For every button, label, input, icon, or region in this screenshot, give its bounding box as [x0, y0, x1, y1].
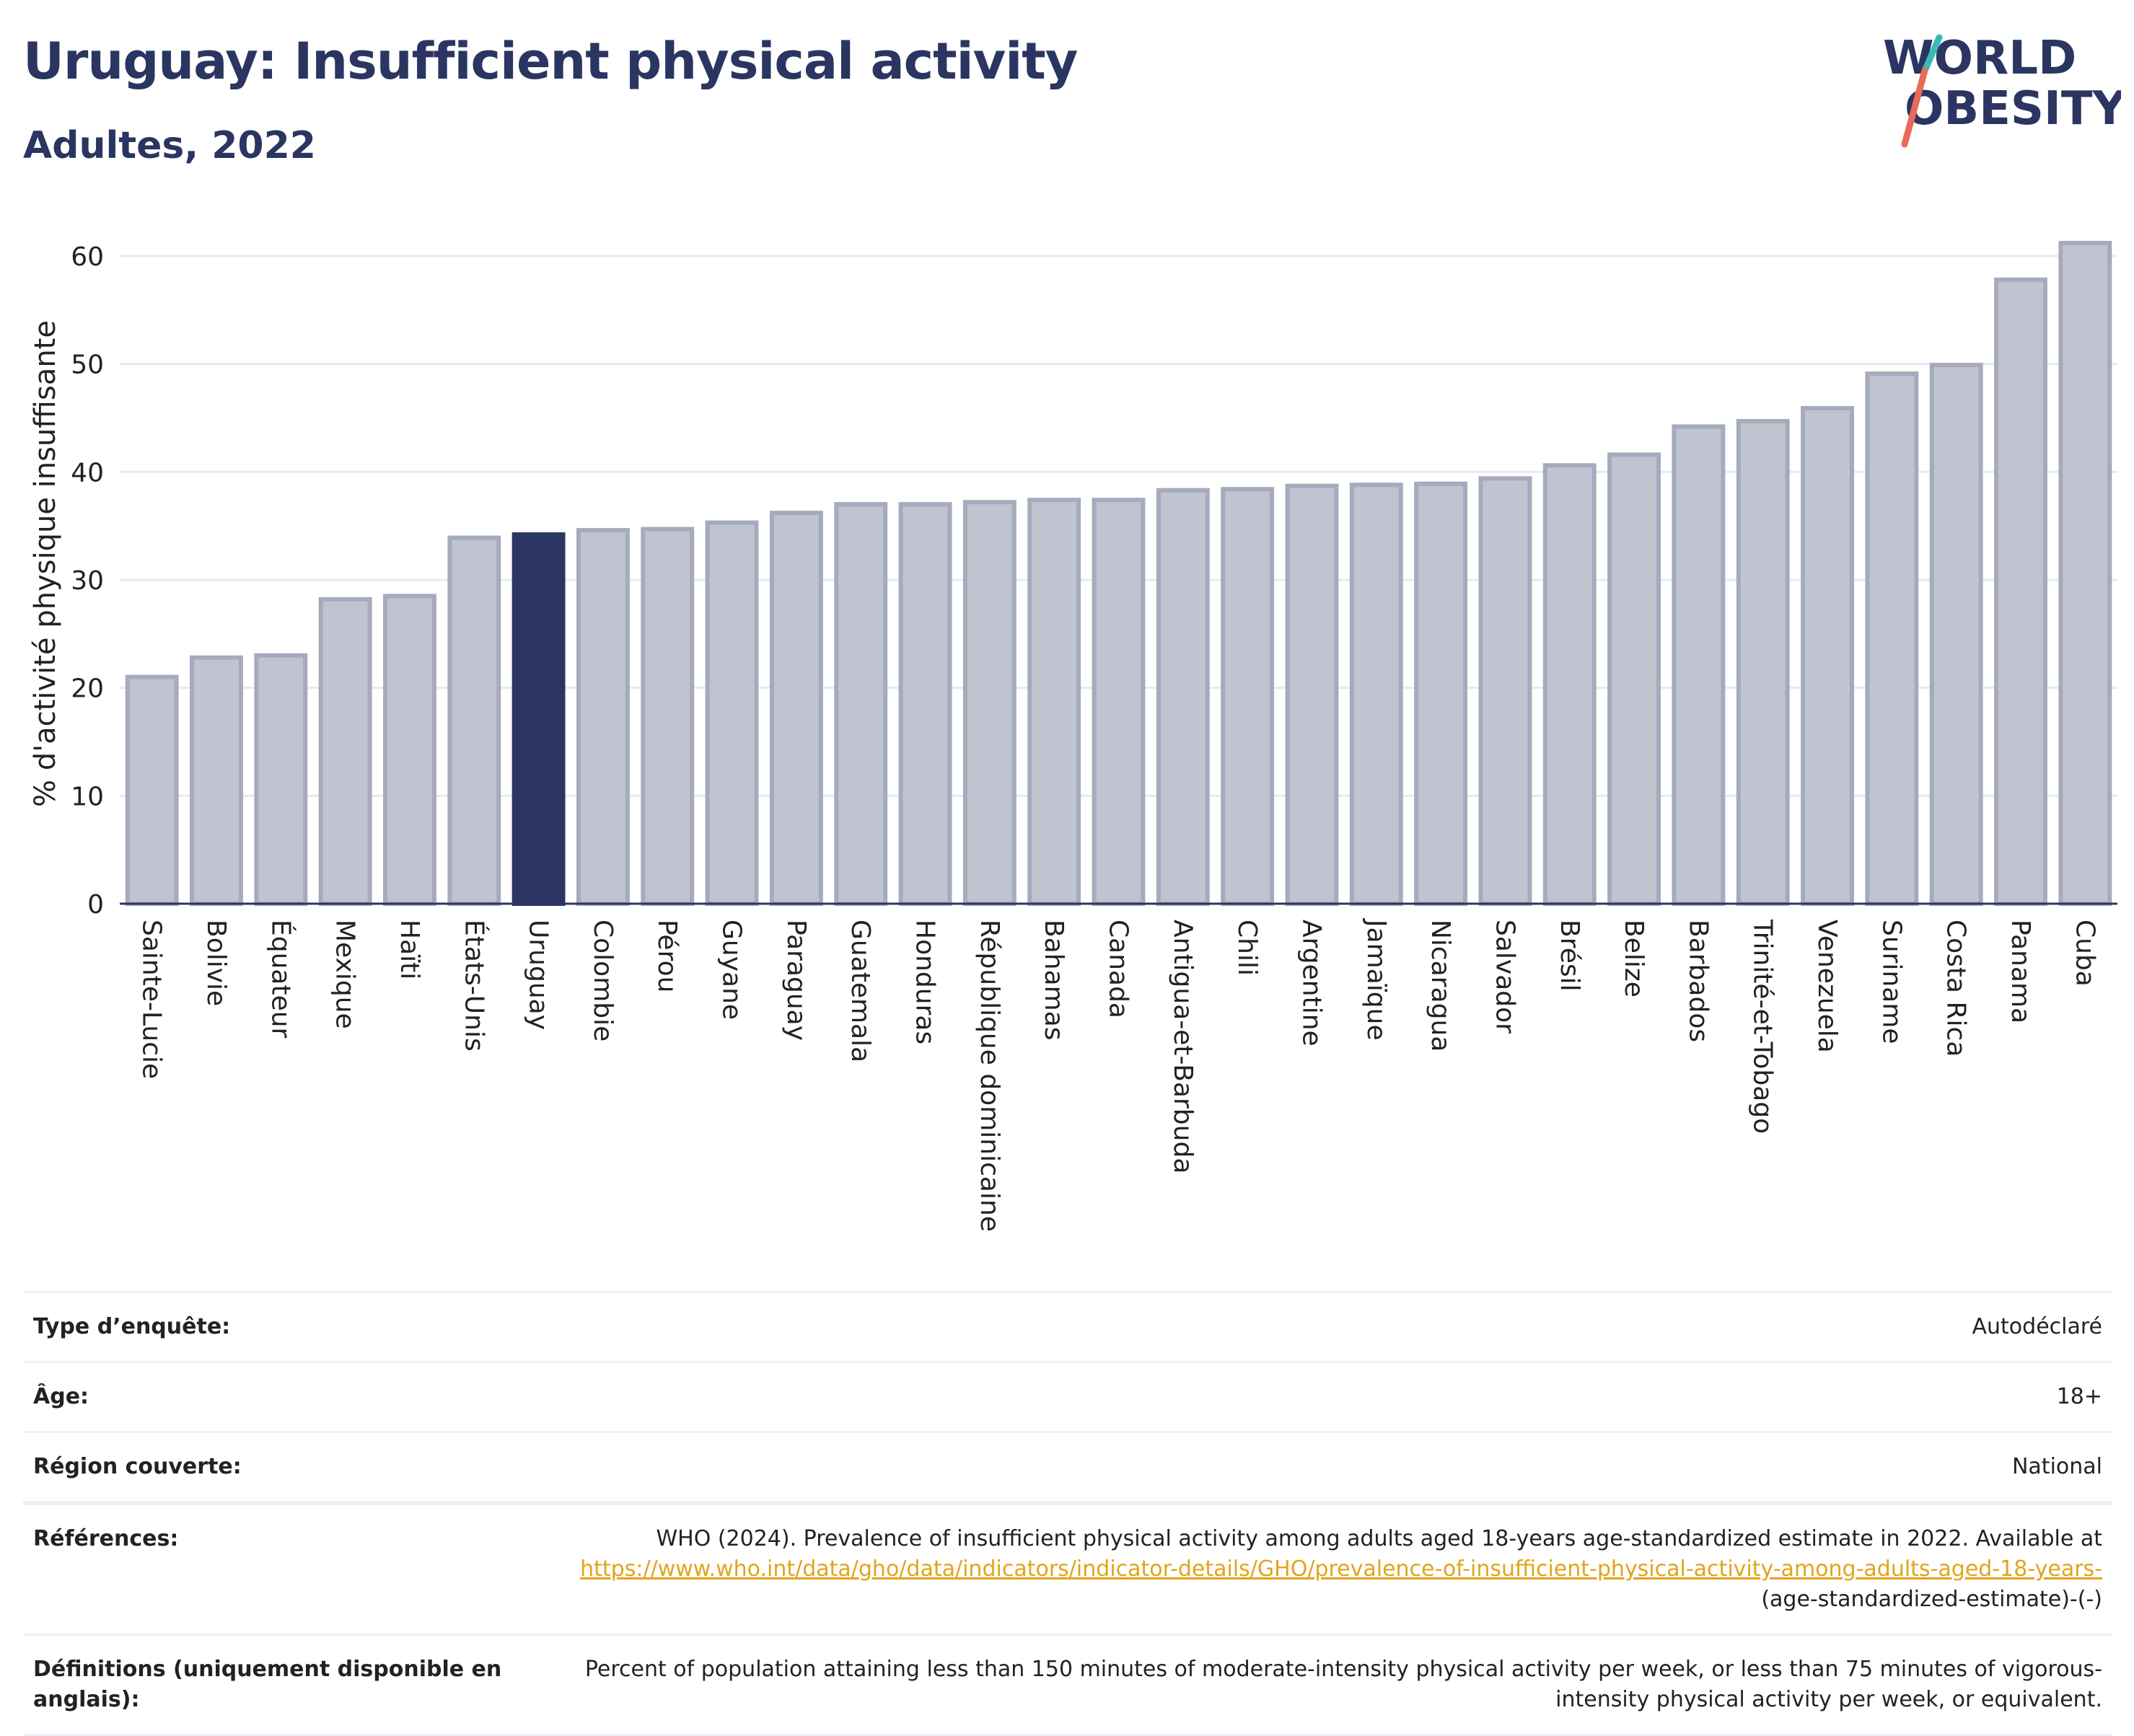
x-tick-label: Nicaragua: [1426, 920, 1455, 1052]
x-tick-label: Costa Rica: [1941, 920, 1971, 1057]
x-tick-label: Pérou: [652, 920, 682, 992]
x-tick-label: Panama: [2006, 920, 2035, 1023]
bar: [1478, 476, 1532, 906]
x-tick-label: Honduras: [910, 920, 940, 1044]
bar-chart: 0 10 20 30 40 50 60 Sainte-Lucie Bolivie Équateur…: [29, 240, 2117, 1232]
bar: [1607, 452, 1661, 907]
y-tick-label: 10: [71, 782, 104, 811]
y-tick-label: 50: [71, 351, 104, 380]
logo-line-2: OBESITY: [1905, 82, 2121, 136]
bar: [383, 594, 436, 907]
x-tick-label: Trinité-et-Tobago: [1748, 919, 1778, 1134]
meta-row: Région couverte: National: [23, 1431, 2112, 1503]
x-tick-label: Brésil: [1555, 920, 1584, 992]
bar: [2058, 240, 2112, 906]
references-text: WHO (2024). Prevalence of insufficient p…: [656, 1526, 2102, 1551]
logo-slash-coral: [1901, 67, 1928, 148]
meta-row: Âge: 18+: [23, 1361, 2112, 1431]
x-tick-label: Équateur: [265, 920, 296, 1039]
bar: [1092, 498, 1146, 906]
references-suffix: (age-standardized-estimate)-(-): [1761, 1587, 2102, 1612]
meta-value: WHO (2024). Prevalence of insufficient p…: [538, 1524, 2102, 1615]
bar: [447, 535, 501, 906]
x-tick-label: Antigua-et-Barbuda: [1168, 920, 1198, 1173]
x-tick-label: Sainte-Lucie: [137, 920, 167, 1079]
bar: [1027, 498, 1081, 906]
bar: [1156, 488, 1210, 906]
x-tick-label: Cuba: [2070, 920, 2099, 987]
x-tick-label: Barbados: [1683, 920, 1713, 1042]
x-tick-label: États-Unis: [459, 920, 489, 1052]
meta-row-definitions: Définitions (uniquement disponible en an…: [23, 1634, 2112, 1736]
x-tick-label: Belize: [1619, 920, 1648, 997]
meta-row-references: Références: WHO (2024). Prevalence of in…: [23, 1503, 2112, 1634]
bar: [705, 520, 759, 907]
meta-value: Percent of population attaining less tha…: [584, 1657, 2102, 1712]
bar: [190, 655, 243, 906]
x-tick-label: Guatemala: [846, 920, 875, 1062]
bar: [1221, 487, 1275, 906]
meta-label: Type d’enquête:: [33, 1314, 231, 1339]
bar: [1801, 405, 1854, 906]
y-tick-label: 60: [71, 242, 104, 272]
meta-label: Définitions (uniquement disponible en an…: [33, 1657, 502, 1712]
x-tick-label: Argentine: [1296, 920, 1326, 1047]
world-obesity-logo: WORLD OBESITY: [1883, 32, 2121, 148]
bar: [576, 528, 630, 907]
bar: [1929, 363, 1983, 907]
x-tick-label: Paraguay: [781, 920, 811, 1041]
y-tick-label: 0: [87, 890, 104, 920]
logo-slash-teal: [1921, 34, 1943, 74]
meta-value: National: [2011, 1454, 2102, 1479]
bar: [1736, 418, 1790, 906]
page-subtitle: Adultes, 2022: [23, 124, 316, 167]
y-axis-label: % d'activité physique insuffisante: [29, 320, 62, 807]
y-tick-label: 20: [71, 674, 104, 704]
bar: [1994, 277, 2047, 907]
bar: [898, 502, 952, 906]
page-title: Uruguay: Insufficient physical activity: [23, 32, 1078, 91]
bar: [1349, 483, 1403, 906]
x-tick-label: Chili: [1232, 920, 1262, 976]
bar: [125, 674, 179, 907]
bar: [1672, 424, 1726, 906]
metadata-table: Type d’enquête: Autodéclaré Âge: 18+ Région …: [23, 1291, 2112, 1736]
bar: [1865, 371, 1919, 906]
meta-row: Type d’enquête: Autodéclaré: [23, 1291, 2112, 1361]
x-tick-label: Haïti: [395, 920, 424, 979]
bar: [962, 500, 1016, 906]
x-tick-label: Canada: [1104, 920, 1133, 1018]
x-tick-label: Colombie: [588, 920, 618, 1041]
meta-value: Autodéclaré: [1972, 1314, 2103, 1339]
bars: [125, 240, 2112, 907]
logo-line-1: WORLD: [1883, 32, 2076, 85]
x-tick-label: Guyane: [717, 920, 747, 1020]
meta-value: 18+: [2056, 1384, 2102, 1409]
bar: [769, 511, 823, 906]
y-tick-label: 30: [71, 566, 104, 596]
x-tick-label: Jamaïque: [1361, 918, 1391, 1041]
x-tick-label: Mexique: [330, 920, 360, 1029]
axes: 0 10 20 30 40 50 60 Sainte-Lucie Bolivie Équateur…: [71, 242, 2117, 1232]
x-tick-label: Salvador: [1490, 920, 1519, 1034]
bar: [1542, 463, 1597, 906]
references-link[interactable]: https://www.who.int/data/gho/data/indica…: [580, 1556, 2102, 1582]
x-tick-label: Bolivie: [201, 920, 231, 1006]
bar: [641, 526, 695, 907]
bar: [834, 502, 888, 906]
bar: [254, 653, 308, 906]
x-tick-label: Bahamas: [1039, 920, 1068, 1041]
meta-label: Références:: [33, 1526, 179, 1551]
bar: [1414, 481, 1468, 906]
x-tick-label: Suriname: [1876, 920, 1906, 1044]
x-tick-label: Venezuela: [1812, 920, 1842, 1053]
x-tick-label: Uruguay: [524, 920, 553, 1030]
y-tick-label: 40: [71, 458, 104, 488]
meta-label: Âge:: [33, 1384, 89, 1409]
bar-highlight: [511, 532, 566, 906]
bar: [1285, 483, 1339, 906]
meta-label: Région couverte:: [33, 1454, 242, 1479]
bar: [318, 596, 372, 907]
x-tick-label: République dominicaine: [975, 920, 1004, 1232]
